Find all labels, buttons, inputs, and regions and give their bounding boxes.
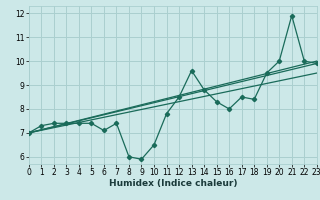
- X-axis label: Humidex (Indice chaleur): Humidex (Indice chaleur): [108, 179, 237, 188]
